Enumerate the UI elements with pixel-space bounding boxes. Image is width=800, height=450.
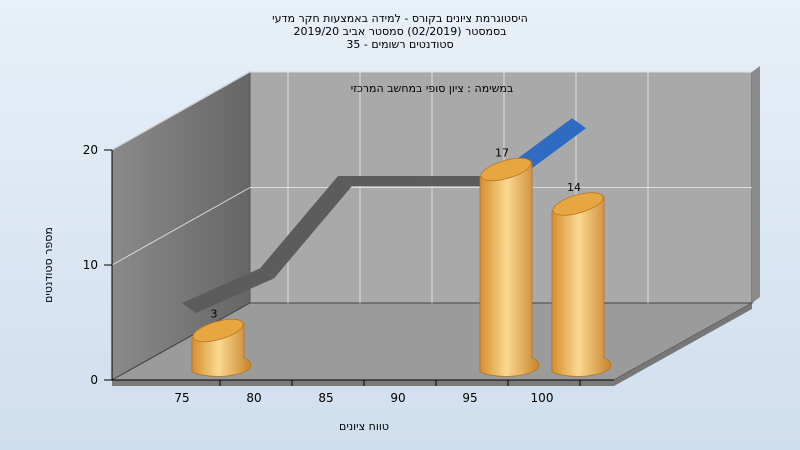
bar-body: [479, 161, 540, 377]
y-axis-label: מספר סטודנטים: [42, 227, 55, 303]
x-tick-label: 95: [462, 391, 477, 405]
ribbon-segment: [182, 268, 274, 313]
side-gridline: [111, 71, 251, 151]
x-axis: 75 80 85 90 95 100: [112, 379, 614, 405]
y-tick-label: 10: [83, 258, 98, 272]
chart-subtitle: במשימה : ציון סופי במחשב המרכזי: [351, 82, 514, 95]
bars: 3 17 14: [191, 147, 612, 377]
y-tick-label: 0: [90, 373, 98, 387]
x-tick-label: 90: [390, 391, 405, 405]
chart-title-line-1: היסטוגרמת ציונים בקורס - למידה באמצעות ח…: [272, 12, 528, 25]
floor-right-edge: [614, 303, 752, 386]
bar-value-label: 17: [495, 147, 509, 160]
ribbon-segment: [338, 175, 430, 186]
bar: 3: [191, 308, 252, 377]
y-axis: 0 10 20: [83, 143, 113, 387]
x-tick-label: 75: [174, 391, 189, 405]
bar-top: [480, 157, 532, 182]
y-tick-label: 20: [83, 143, 98, 157]
x-tick-label: 80: [246, 391, 261, 405]
x-tick-label: 85: [318, 391, 333, 405]
bar-value-label: 3: [211, 308, 218, 321]
title-block: היסטוגרמת ציונים בקורס - למידה באמצעות ח…: [272, 12, 528, 51]
bar: 17: [479, 147, 540, 377]
x-tick-label: 100: [531, 391, 554, 405]
bar-top: [192, 318, 244, 343]
chart-title-line-2: בסמסטר (02/2019) סמסטר אביב 2019/20: [293, 25, 506, 38]
bar-top: [552, 192, 604, 216]
x-axis-label: טווח ציונים: [339, 420, 389, 433]
right-wall-edge: [752, 66, 760, 303]
bar: 14: [551, 181, 612, 377]
chart-title-line-3: סטודנטים רשומים - 35: [346, 38, 453, 51]
floor-front-edge: [112, 380, 614, 386]
bar-body: [551, 196, 612, 377]
ribbon-segment: [260, 175, 352, 279]
side-gridline: [111, 187, 251, 266]
bar-value-label: 14: [567, 181, 581, 194]
